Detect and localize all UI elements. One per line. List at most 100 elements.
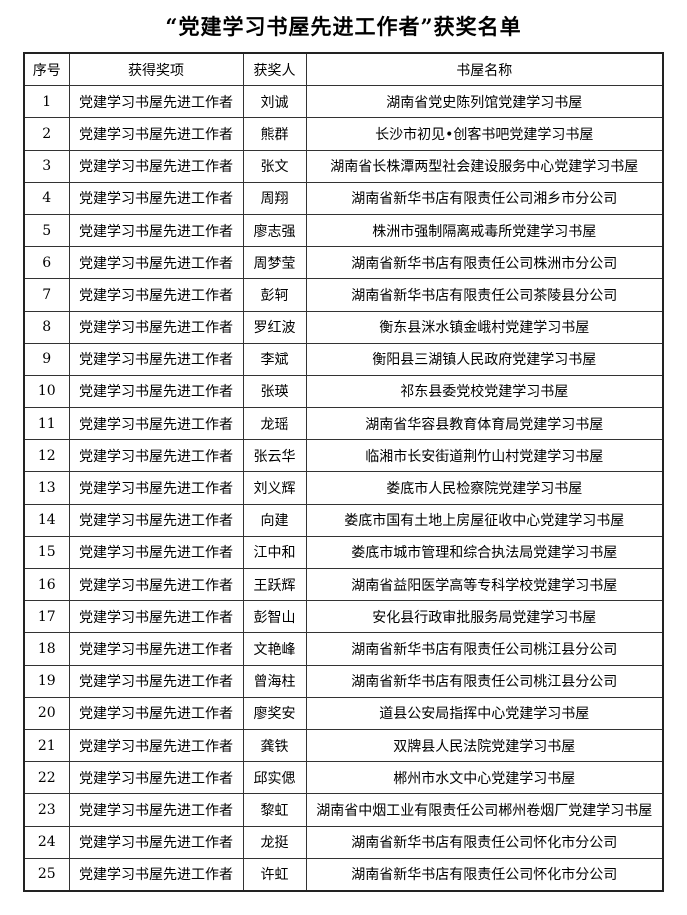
cell-index: 10 xyxy=(23,374,70,409)
cell-index: 14 xyxy=(23,503,70,537)
cell-index: 8 xyxy=(23,310,70,344)
cell-award: 党建学习书屋先进工作者 xyxy=(68,85,244,119)
awards-table: 序号 获得奖项 获奖人 书屋名称 1 党建学习书屋先进工作者 刘诚 湖南省党史陈列馆党建学习… xyxy=(23,52,664,892)
table-row: 13 党建学习书屋先进工作者 刘义辉 娄底市人民检察院党建学习书屋 xyxy=(23,471,664,505)
cell-awardee: 周翔 xyxy=(242,181,307,215)
cell-award: 党建学习书屋先进工作者 xyxy=(68,696,244,730)
cell-awardee: 李斌 xyxy=(242,342,307,376)
cell-studio: 湖南省新华书店有限责任公司桃江县分公司 xyxy=(305,664,664,698)
table-row: 11 党建学习书屋先进工作者 龙瑶 湖南省华容县教育体育局党建学习书屋 xyxy=(23,407,664,441)
cell-studio: 衡东县洣水镇金峨村党建学习书屋 xyxy=(305,310,664,344)
table-row: 18 党建学习书屋先进工作者 文艳峰 湖南省新华书店有限责任公司桃江县分公司 xyxy=(23,632,664,666)
cell-award: 党建学习书屋先进工作者 xyxy=(68,278,244,312)
cell-award: 党建学习书屋先进工作者 xyxy=(68,246,244,280)
cell-index: 15 xyxy=(23,535,70,570)
table-row: 17 党建学习书屋先进工作者 彭智山 安化县行政审批服务局党建学习书屋 xyxy=(23,600,664,634)
table-row: 1 党建学习书屋先进工作者 刘诚 湖南省党史陈列馆党建学习书屋 xyxy=(23,85,664,119)
cell-awardee: 向建 xyxy=(242,503,307,537)
page-title: “党建学习书屋先进工作者”获奖名单 xyxy=(165,14,522,39)
cell-index: 9 xyxy=(23,342,70,376)
cell-index: 1 xyxy=(23,85,70,119)
cell-award: 党建学习书屋先进工作者 xyxy=(68,149,244,183)
cell-studio: 湖南省新华书店有限责任公司株洲市分公司 xyxy=(305,246,664,280)
cell-award: 党建学习书屋先进工作者 xyxy=(68,213,244,248)
cell-awardee: 曾海柱 xyxy=(242,664,307,698)
column-header-studio: 书屋名称 xyxy=(305,52,664,87)
cell-awardee: 龙瑶 xyxy=(242,407,307,441)
cell-award: 党建学习书屋先进工作者 xyxy=(68,632,244,666)
cell-award: 党建学习书屋先进工作者 xyxy=(68,567,244,602)
cell-index: 25 xyxy=(23,857,70,892)
cell-awardee: 龙挺 xyxy=(242,825,307,859)
cell-index: 11 xyxy=(23,407,70,441)
cell-studio: 安化县行政审批服务局党建学习书屋 xyxy=(305,600,664,634)
cell-awardee: 廖志强 xyxy=(242,213,307,248)
column-header-awardee: 获奖人 xyxy=(242,52,307,87)
cell-index: 19 xyxy=(23,664,70,698)
table-row: 9 党建学习书屋先进工作者 李斌 衡阳县三湖镇人民政府党建学习书屋 xyxy=(23,342,664,376)
column-header-award: 获得奖项 xyxy=(68,52,244,87)
cell-awardee: 周梦莹 xyxy=(242,246,307,280)
cell-studio: 娄底市城市管理和综合执法局党建学习书屋 xyxy=(305,535,664,570)
column-header-index: 序号 xyxy=(23,52,70,87)
table-row: 15 党建学习书屋先进工作者 江中和 娄底市城市管理和综合执法局党建学习书屋 xyxy=(23,535,664,570)
cell-index: 5 xyxy=(23,213,70,248)
cell-awardee: 文艳峰 xyxy=(242,632,307,666)
cell-award: 党建学习书屋先进工作者 xyxy=(68,825,244,859)
cell-index: 2 xyxy=(23,117,70,151)
cell-studio: 娄底市国有土地上房屋征收中心党建学习书屋 xyxy=(305,503,664,537)
cell-studio: 湖南省中烟工业有限责任公司郴州卷烟厂党建学习书屋 xyxy=(305,793,664,827)
cell-studio: 湖南省新华书店有限责任公司茶陵县分公司 xyxy=(305,278,664,312)
cell-index: 21 xyxy=(23,728,70,763)
cell-studio: 衡阳县三湖镇人民政府党建学习书屋 xyxy=(305,342,664,376)
cell-studio: 株洲市强制隔离戒毒所党建学习书屋 xyxy=(305,213,664,248)
cell-studio: 湖南省华容县教育体育局党建学习书屋 xyxy=(305,407,664,441)
table-row: 5 党建学习书屋先进工作者 廖志强 株洲市强制隔离戒毒所党建学习书屋 xyxy=(23,213,664,248)
cell-award: 党建学习书屋先进工作者 xyxy=(68,728,244,763)
cell-index: 6 xyxy=(23,246,70,280)
cell-studio: 长沙市初见•创客书吧党建学习书屋 xyxy=(305,117,664,151)
cell-awardee: 张文 xyxy=(242,149,307,183)
cell-award: 党建学习书屋先进工作者 xyxy=(68,181,244,215)
table-row: 12 党建学习书屋先进工作者 张云华 临湘市长安街道荆竹山村党建学习书屋 xyxy=(23,439,664,473)
table-header-row: 序号 获得奖项 获奖人 书屋名称 xyxy=(23,52,664,87)
cell-studio: 双牌县人民法院党建学习书屋 xyxy=(305,728,664,763)
cell-awardee: 王跃辉 xyxy=(242,567,307,602)
cell-awardee: 彭轲 xyxy=(242,278,307,312)
cell-award: 党建学习书屋先进工作者 xyxy=(68,117,244,151)
cell-awardee: 江中和 xyxy=(242,535,307,570)
table-row: 20 党建学习书屋先进工作者 廖奖安 道县公安局指挥中心党建学习书屋 xyxy=(23,696,664,730)
table-body: 1 党建学习书屋先进工作者 刘诚 湖南省党史陈列馆党建学习书屋 2 党建学习书屋先进工作者… xyxy=(23,85,664,892)
cell-studio: 湖南省新华书店有限责任公司桃江县分公司 xyxy=(305,632,664,666)
cell-studio: 道县公安局指挥中心党建学习书屋 xyxy=(305,696,664,730)
cell-awardee: 黎虹 xyxy=(242,793,307,827)
cell-awardee: 张瑛 xyxy=(242,374,307,409)
cell-awardee: 廖奖安 xyxy=(242,696,307,730)
table-row: 10 党建学习书屋先进工作者 张瑛 祁东县委党校党建学习书屋 xyxy=(23,374,664,409)
table-header: 序号 获得奖项 获奖人 书屋名称 xyxy=(23,52,664,87)
table-row: 2 党建学习书屋先进工作者 熊群 长沙市初见•创客书吧党建学习书屋 xyxy=(23,117,664,151)
cell-index: 7 xyxy=(23,278,70,312)
cell-studio: 湖南省党史陈列馆党建学习书屋 xyxy=(305,85,664,119)
cell-award: 党建学习书屋先进工作者 xyxy=(68,664,244,698)
cell-award: 党建学习书屋先进工作者 xyxy=(68,503,244,537)
cell-award: 党建学习书屋先进工作者 xyxy=(68,535,244,570)
cell-studio: 湖南省新华书店有限责任公司湘乡市分公司 xyxy=(305,181,664,215)
cell-index: 23 xyxy=(23,793,70,827)
table-row: 19 党建学习书屋先进工作者 曾海柱 湖南省新华书店有限责任公司桃江县分公司 xyxy=(23,664,664,698)
cell-awardee: 刘义辉 xyxy=(242,471,307,505)
table-row: 6 党建学习书屋先进工作者 周梦莹 湖南省新华书店有限责任公司株洲市分公司 xyxy=(23,246,664,280)
cell-studio: 湖南省新华书店有限责任公司怀化市分公司 xyxy=(305,857,664,892)
cell-awardee: 罗红波 xyxy=(242,310,307,344)
cell-index: 18 xyxy=(23,632,70,666)
cell-index: 17 xyxy=(23,600,70,634)
cell-index: 3 xyxy=(23,149,70,183)
cell-awardee: 张云华 xyxy=(242,439,307,473)
table-row: 3 党建学习书屋先进工作者 张文 湖南省长株潭两型社会建设服务中心党建学习书屋 xyxy=(23,149,664,183)
cell-index: 16 xyxy=(23,567,70,602)
cell-index: 22 xyxy=(23,761,70,795)
table-row: 16 党建学习书屋先进工作者 王跃辉 湖南省益阳医学高等专科学校党建学习书屋 xyxy=(23,567,664,602)
table-row: 25 党建学习书屋先进工作者 许虹 湖南省新华书店有限责任公司怀化市分公司 xyxy=(23,857,664,892)
cell-awardee: 邱实偲 xyxy=(242,761,307,795)
cell-award: 党建学习书屋先进工作者 xyxy=(68,310,244,344)
